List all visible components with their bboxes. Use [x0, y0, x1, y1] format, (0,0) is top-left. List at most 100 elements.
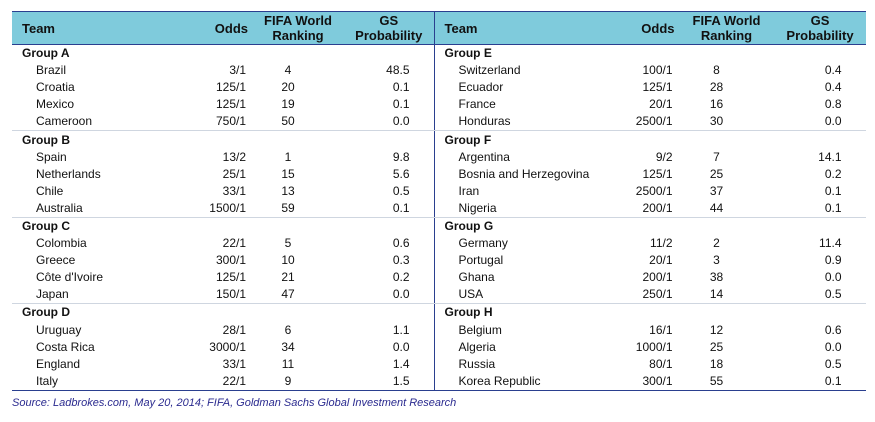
odds-cell: 22/1 — [222, 236, 246, 251]
odds-cell: 150/1 — [215, 287, 246, 302]
header-probability-line1: GS — [810, 13, 830, 28]
team-cell: Honduras — [458, 114, 511, 129]
group-name: Group G — [434, 216, 866, 236]
group-name: Group H — [434, 303, 866, 322]
table-row: Chile 33/1 13 0.5 — [12, 183, 434, 200]
team-cell: France — [458, 97, 496, 112]
table-row: Italy 22/1 9 1.5 — [12, 372, 434, 391]
ranking-cell: 1 — [284, 149, 292, 164]
probability-cell: 0.1 — [774, 372, 866, 391]
source-note: Source: Ladbrokes.com, May 20, 2014; FIF… — [12, 396, 457, 409]
team-cell: Ghana — [458, 270, 495, 285]
probability-cell: 0.2 — [392, 270, 410, 285]
team-cell: Russia — [458, 356, 496, 371]
table-row: Greece 300/1 10 0.3 — [12, 252, 434, 269]
probability-cell: 0.8 — [824, 97, 842, 112]
ranking-cell: 30 — [709, 114, 724, 129]
group-name: Group E — [444, 46, 492, 61]
table-row: Belgium 16/1 12 0.6 — [435, 322, 866, 339]
odds-cell: 20/1 — [649, 97, 673, 112]
group-name: Group C — [12, 216, 434, 236]
table-row: Spain 13/2 1 9.8 — [12, 149, 434, 166]
odds-cell: 16/1 — [649, 322, 673, 337]
probability-cell: 0.0 — [824, 339, 842, 354]
probability-cell: 0.1 — [824, 183, 842, 198]
probability-cell: 14.1 — [818, 149, 842, 164]
table-row: Uruguay 28/1 6 1.1 — [12, 322, 434, 339]
ranking-cell: 7 — [713, 149, 720, 164]
table-row: Germany 11/2 2 11.4 — [435, 235, 866, 252]
table-row: Portugal 20/1 3 0.9 — [435, 252, 866, 269]
team-cell: Argentina — [458, 149, 510, 164]
team-cell: Bosnia and Herzegovina — [458, 166, 590, 181]
team-cell: Iran — [458, 183, 480, 198]
team-cell: Algeria — [458, 339, 496, 354]
ranking-cell: 11 — [281, 356, 295, 371]
header-ranking-line2: Ranking — [272, 28, 324, 43]
header-probability-line2: Probability — [786, 28, 854, 43]
tables-container: Team Odds FIFA World Ranking GS Probabilit… — [12, 11, 866, 391]
odds-cell: 750/1 — [215, 114, 246, 129]
ranking-cell: 50 — [281, 114, 295, 129]
ranking-cell: 12 — [709, 322, 724, 337]
ranking-cell: 20 — [281, 80, 295, 95]
probability-cell: 1.4 — [392, 356, 410, 371]
group-header-row: Group D — [12, 303, 434, 322]
group-header-row: Group B — [12, 130, 434, 149]
odds-cell: 2500/1 — [635, 183, 673, 198]
team-cell: Cameroon — [36, 114, 93, 129]
probability-cell: 9.8 — [392, 149, 410, 164]
probability-cell: 0.3 — [392, 253, 410, 268]
probability-cell: 1.1 — [392, 322, 410, 337]
team-cell: Portugal — [458, 253, 504, 268]
table-row: Korea Republic 300/1 55 0.1 — [434, 372, 866, 391]
team-cell: Croatia — [36, 80, 75, 95]
team-cell: Uruguay — [36, 322, 82, 337]
ranking-cell: 21 — [281, 270, 295, 285]
odds-cell: 20/1 — [649, 253, 673, 268]
team-cell: Korea Republic — [434, 372, 597, 391]
odds-cell: 125/1 — [642, 80, 673, 95]
odds-cell: 125/1 — [215, 270, 246, 285]
table-row: Honduras 2500/1 30 0.0 — [435, 113, 866, 131]
ranking-cell: 8 — [713, 63, 720, 78]
header-team: Team — [12, 11, 162, 45]
odds-cell: 200/1 — [642, 270, 673, 285]
table-row: Colombia 22/1 5 0.6 — [12, 235, 434, 252]
odds-cell: 100/1 — [642, 63, 673, 78]
ranking-cell: 18 — [709, 356, 724, 371]
table-row: Argentina 9/2 7 14.1 — [435, 149, 866, 166]
ranking-cell: 3 — [713, 253, 720, 268]
header-probability-line2: Probability — [355, 28, 423, 43]
team-cell: Netherlands — [36, 166, 101, 181]
ranking-cell: 10 — [281, 253, 295, 268]
probability-cell: 0.5 — [824, 356, 842, 371]
odds-cell: 33/1 — [222, 183, 246, 198]
team-cell: Chile — [36, 183, 64, 198]
ranking-cell: 5 — [284, 236, 292, 251]
odds-cell: 3/1 — [229, 63, 246, 78]
group-header-row: Group F — [434, 130, 866, 149]
group-header-row: Group E — [435, 45, 866, 63]
team-cell: Australia — [36, 200, 83, 215]
table-row: Brazil 3/1 4 48.5 — [12, 62, 434, 79]
group-header-row: Group C — [12, 216, 434, 236]
odds-cell: 33/1 — [222, 356, 246, 371]
probability-cell: 0.5 — [392, 183, 410, 198]
header-row: Team Odds FIFA World Ranking GS Probabilit… — [12, 11, 434, 45]
header-row: Team Odds FIFA World Ranking GS Probabilit… — [434, 11, 866, 45]
team-cell: Côte d'Ivoire — [36, 270, 103, 285]
probability-cell: 48.5 — [386, 63, 410, 78]
probability-cell: 0.1 — [392, 80, 410, 95]
ranking-cell: 19 — [281, 97, 295, 112]
table-row: Côte d'Ivoire 125/1 21 0.2 — [12, 269, 434, 286]
ranking-cell: 2 — [713, 236, 720, 251]
probability-cell: 0.1 — [392, 200, 410, 215]
odds-cell: 125/1 — [215, 97, 246, 112]
team-cell: Switzerland — [458, 63, 521, 78]
table-row: Algeria 1000/1 25 0.0 — [435, 339, 866, 356]
header-probability: GS Probability — [344, 11, 434, 45]
odds-cell: 200/1 — [642, 200, 673, 215]
team-cell: Greece — [36, 253, 76, 268]
odds-cell: 1000/1 — [635, 339, 673, 354]
